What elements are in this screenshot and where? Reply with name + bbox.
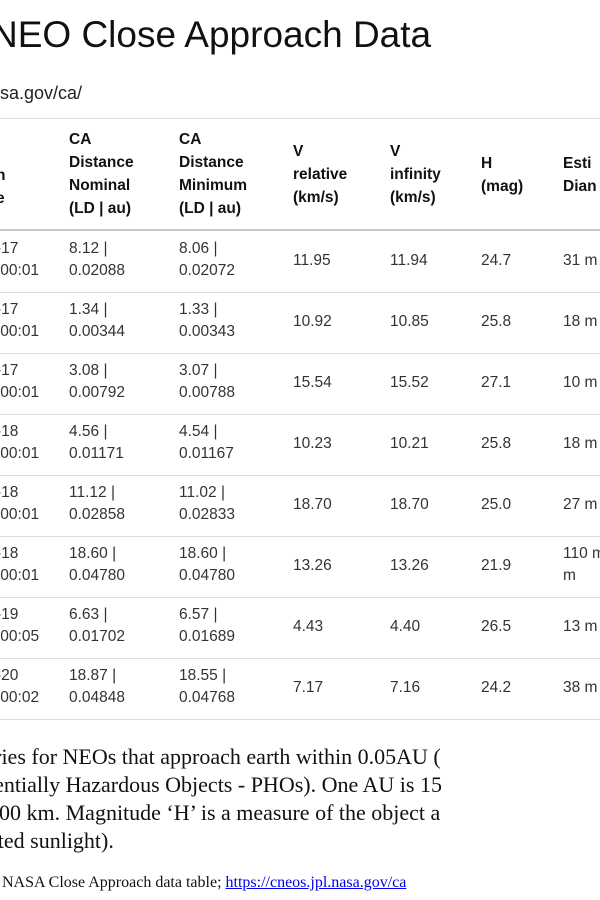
- cell-estimated-diameter: 110 m m: [563, 545, 600, 584]
- cell-ca-distance-minimum: 4.54 | 0.01167: [179, 423, 234, 462]
- cell-h-mag: 26.5: [481, 618, 512, 635]
- cell-ca-distance-nominal: 11.12 | 0.02858: [69, 484, 126, 523]
- row-divider: [0, 353, 600, 354]
- cell-h-mag: 24.2: [481, 679, 512, 696]
- row-divider: [0, 414, 600, 415]
- cell-h-mag: 25.8: [481, 435, 512, 452]
- cell-estimated-diameter: 38 m: [563, 679, 598, 696]
- cell-estimated-diameter: 18 m: [563, 435, 598, 452]
- cell-ca-distance-nominal: 4.56 | 0.01171: [69, 423, 124, 462]
- cell-v-relative: 10.23: [293, 435, 332, 452]
- cell-h-mag: 21.9: [481, 557, 512, 574]
- cell-close-approach-date: -18 00:01: [0, 545, 40, 584]
- row-divider: [0, 597, 600, 598]
- cell-estimated-diameter: 27 m: [563, 496, 598, 513]
- cell-h-mag: 25.8: [481, 313, 512, 330]
- cell-close-approach-date: -17 00:01: [0, 301, 40, 340]
- cell-ca-distance-nominal: 8.12 | 0.02088: [69, 240, 126, 279]
- cell-close-approach-date: -19 00:05: [0, 606, 40, 645]
- cneos-link[interactable]: https://cneos.jpl.nasa.gov/ca: [225, 874, 407, 891]
- cell-ca-distance-nominal: 18.87 | 0.04848: [69, 667, 126, 706]
- cell-v-relative: 10.92: [293, 313, 332, 330]
- header-bottom-border: [0, 229, 600, 231]
- cell-v-relative: 13.26: [293, 557, 332, 574]
- cell-ca-distance-nominal: 6.63 | 0.01702: [69, 606, 126, 645]
- cell-h-mag: 25.0: [481, 496, 512, 513]
- cell-v-relative: 4.43: [293, 618, 324, 635]
- source-credit: n NASA Close Approach data table; https:…: [0, 874, 406, 892]
- cell-ca-distance-minimum: 1.33 | 0.00343: [179, 301, 236, 340]
- cell-v-infinity: 10.85: [390, 313, 429, 330]
- col-header-h-mag: H (mag): [481, 155, 524, 195]
- cell-close-approach-date: -20 00:02: [0, 667, 40, 706]
- cell-estimated-diameter: 10 m: [563, 374, 598, 391]
- credit-prefix: n NASA Close Approach data table;: [0, 874, 226, 891]
- cell-v-relative: 15.54: [293, 374, 332, 391]
- cell-close-approach-date: -18 00:01: [0, 484, 40, 523]
- cell-ca-distance-nominal: 1.34 | 0.00344: [69, 301, 126, 340]
- cell-ca-distance-minimum: 18.60 | 0.04780: [179, 545, 236, 584]
- cell-v-infinity: 15.52: [390, 374, 429, 391]
- cell-close-approach-date: -18 00:01: [0, 423, 40, 462]
- col-header-estimated-diameter: Esti Dian: [563, 155, 597, 195]
- cell-h-mag: 24.7: [481, 252, 512, 269]
- cell-v-infinity: 11.94: [390, 252, 428, 269]
- row-divider: [0, 475, 600, 476]
- cell-v-infinity: 10.21: [390, 435, 429, 452]
- cell-ca-distance-minimum: 6.57 | 0.01689: [179, 606, 236, 645]
- cell-v-relative: 11.95: [293, 252, 331, 269]
- cell-ca-distance-nominal: 3.08 | 0.00792: [69, 362, 126, 401]
- col-header-v-infinity: V infinity (km/s): [390, 143, 441, 206]
- row-divider: [0, 719, 600, 720]
- row-divider: [0, 536, 600, 537]
- cell-v-relative: 7.17: [293, 679, 324, 696]
- cell-h-mag: 27.1: [481, 374, 512, 391]
- cell-v-infinity: 7.16: [390, 679, 421, 696]
- cell-ca-distance-minimum: 8.06 | 0.02072: [179, 240, 236, 279]
- cell-ca-distance-nominal: 18.60 | 0.04780: [69, 545, 126, 584]
- cell-v-infinity: 18.70: [390, 496, 429, 513]
- cell-v-relative: 18.70: [293, 496, 332, 513]
- cell-v-infinity: 13.26: [390, 557, 429, 574]
- col-header-close-approach-date: h e: [0, 167, 6, 207]
- cell-estimated-diameter: 31 m: [563, 252, 598, 269]
- cell-close-approach-date: -17 00:01: [0, 240, 40, 279]
- source-url: asa.gov/ca/: [0, 83, 83, 103]
- col-header-v-relative: V relative (km/s): [293, 143, 348, 206]
- col-header-ca-distance-nominal: CA Distance Nominal (LD | au): [69, 131, 134, 217]
- cell-close-approach-date: -17 00:01: [0, 362, 40, 401]
- cell-estimated-diameter: 18 m: [563, 313, 598, 330]
- cell-ca-distance-minimum: 18.55 | 0.04768: [179, 667, 236, 706]
- cell-v-infinity: 4.40: [390, 618, 421, 635]
- cell-ca-distance-minimum: 3.07 | 0.00788: [179, 362, 236, 401]
- table-top-border: [0, 118, 600, 119]
- caption-text: tries for NEOs that approach earth withi…: [0, 744, 442, 853]
- cell-ca-distance-minimum: 11.02 | 0.02833: [179, 484, 236, 523]
- page-title: NEO Close Approach Data: [0, 14, 432, 55]
- row-divider: [0, 292, 600, 293]
- cell-estimated-diameter: 13 m: [563, 618, 598, 635]
- col-header-ca-distance-minimum: CA Distance Minimum (LD | au): [179, 131, 248, 217]
- row-divider: [0, 658, 600, 659]
